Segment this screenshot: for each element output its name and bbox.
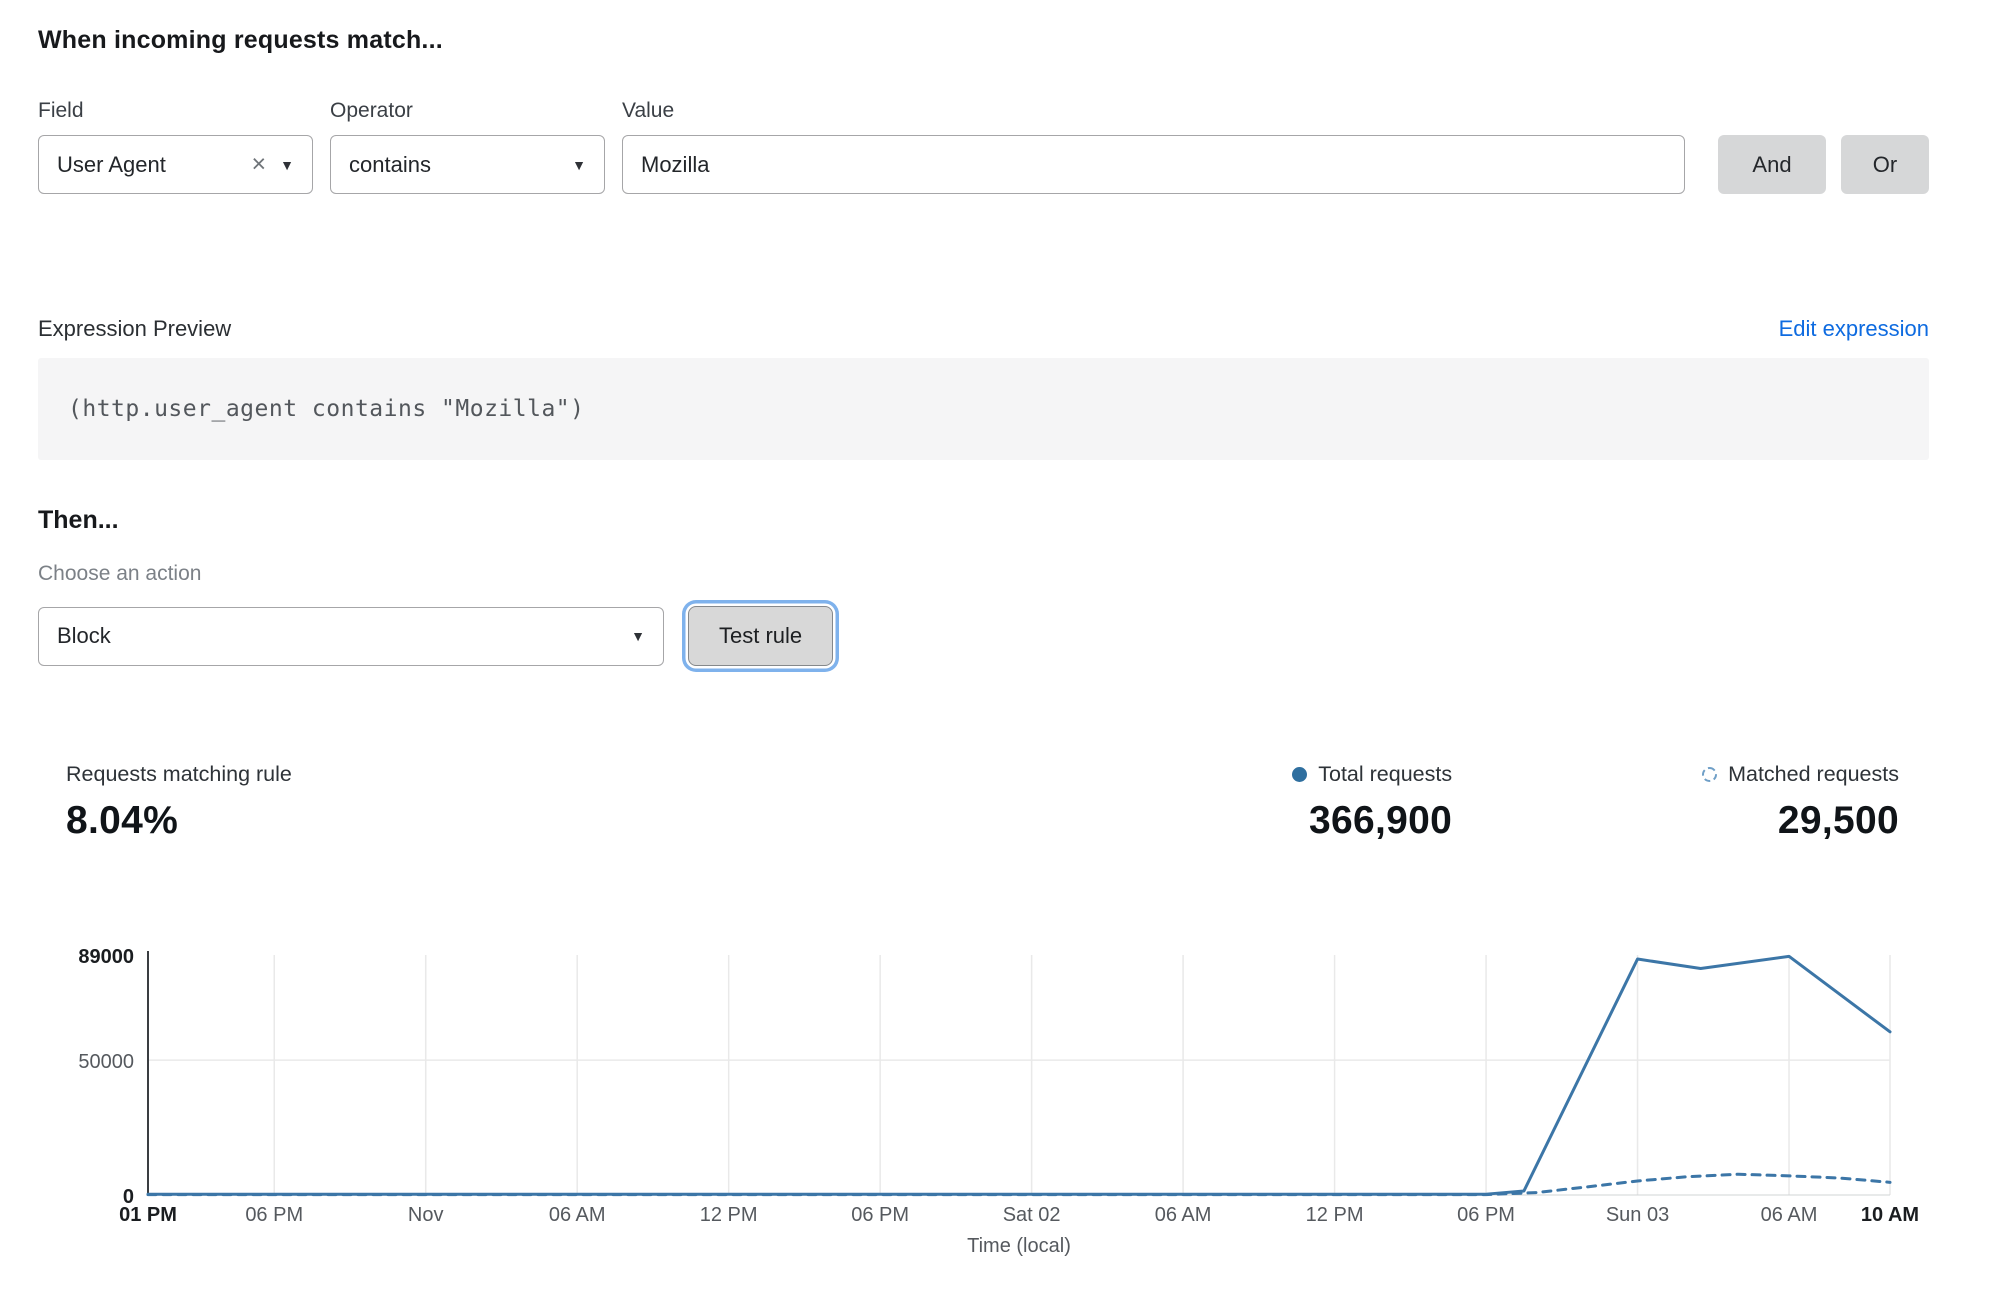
matched-requests-legend-icon [1702,767,1718,782]
firewall-rule-builder: When incoming requests match... Field Us… [38,26,1929,1257]
operator-label: Operator [330,99,413,122]
expression-preview-label: Expression Preview [38,316,232,341]
value-label: Value [622,99,675,122]
matching-rule-stat: Requests matching rule 8.04% [66,762,1292,843]
action-select[interactable]: Block ▼ [38,606,664,666]
requests-line-chart: 0 50000 89000 01 PM 06 PM Nov 06 AM 12 PM 06 PM S… [78,946,1919,1257]
clear-field-icon[interactable]: × [251,150,267,178]
svg-text:10 AM: 10 AM [1861,1204,1919,1226]
svg-text:06 PM: 06 PM [851,1204,909,1226]
svg-text:06 PM: 06 PM [245,1204,303,1226]
svg-text:12 PM: 12 PM [1306,1204,1364,1226]
expression-code: (http.user_agent contains "Mozilla") [68,396,585,422]
match-heading: When incoming requests match... [38,26,443,54]
choose-action-label: Choose an action [38,562,202,585]
svg-text:Time (local): Time (local) [967,1235,1071,1257]
field-label: Field [38,99,84,122]
action-row: Block ▼ Test rule [38,606,1929,666]
svg-text:06 AM: 06 AM [1155,1204,1212,1226]
matched-requests-legend: Matched requests [1702,762,1899,787]
chevron-down-icon: ▼ [572,156,586,173]
svg-text:01 PM: 01 PM [119,1204,177,1226]
value-column: Value [622,99,1685,194]
action-selected-value: Block [57,623,111,648]
value-input[interactable] [622,135,1685,194]
matched-requests-label: Matched requests [1728,762,1899,786]
chevron-down-icon: ▼ [631,628,645,644]
condition-row: Field User Agent × ▼ Operator contains ▼… [38,99,1929,194]
matched-requests-stat: Matched requests 29,500 [1702,762,1899,843]
or-button[interactable]: Or [1841,135,1929,194]
field-column: Field User Agent × ▼ [38,99,313,194]
rule-stats: Requests matching rule 8.04% Total reque… [38,762,1929,843]
matched-requests-value: 29,500 [1777,799,1899,842]
total-requests-label: Total requests [1318,762,1453,786]
operator-select[interactable]: contains ▼ [330,135,605,194]
svg-text:Sun 03: Sun 03 [1606,1204,1669,1226]
operator-column: Operator contains ▼ [330,99,605,194]
svg-text:12 PM: 12 PM [700,1204,758,1226]
svg-text:06 AM: 06 AM [1761,1204,1818,1226]
chevron-down-icon: ▼ [280,156,294,173]
expression-preview-box: (http.user_agent contains "Mozilla") [38,358,1929,460]
svg-text:50000: 50000 [78,1051,134,1073]
total-requests-stat: Total requests 366,900 [1292,762,1452,843]
svg-text:Sat 02: Sat 02 [1003,1204,1061,1226]
test-rule-button[interactable]: Test rule [688,606,834,666]
field-selected-value: User Agent [57,151,166,177]
field-select[interactable]: User Agent × ▼ [38,135,313,194]
svg-text:89000: 89000 [78,946,134,968]
total-requests-legend: Total requests [1292,762,1452,787]
svg-text:0: 0 [123,1186,134,1208]
svg-text:06 PM: 06 PM [1457,1204,1515,1226]
expression-header: Expression Preview Edit expression [38,316,1929,342]
total-requests-value: 366,900 [1309,799,1453,842]
svg-text:Nov: Nov [408,1204,444,1226]
svg-text:06 AM: 06 AM [549,1204,606,1226]
matching-rule-value: 8.04% [66,799,179,842]
total-requests-legend-icon [1292,767,1308,782]
edit-expression-link[interactable]: Edit expression [1778,316,1929,341]
operator-selected-value: contains [349,151,431,177]
and-button[interactable]: And [1718,135,1826,194]
matching-rule-label: Requests matching rule [66,762,292,786]
then-heading: Then... [38,506,119,534]
